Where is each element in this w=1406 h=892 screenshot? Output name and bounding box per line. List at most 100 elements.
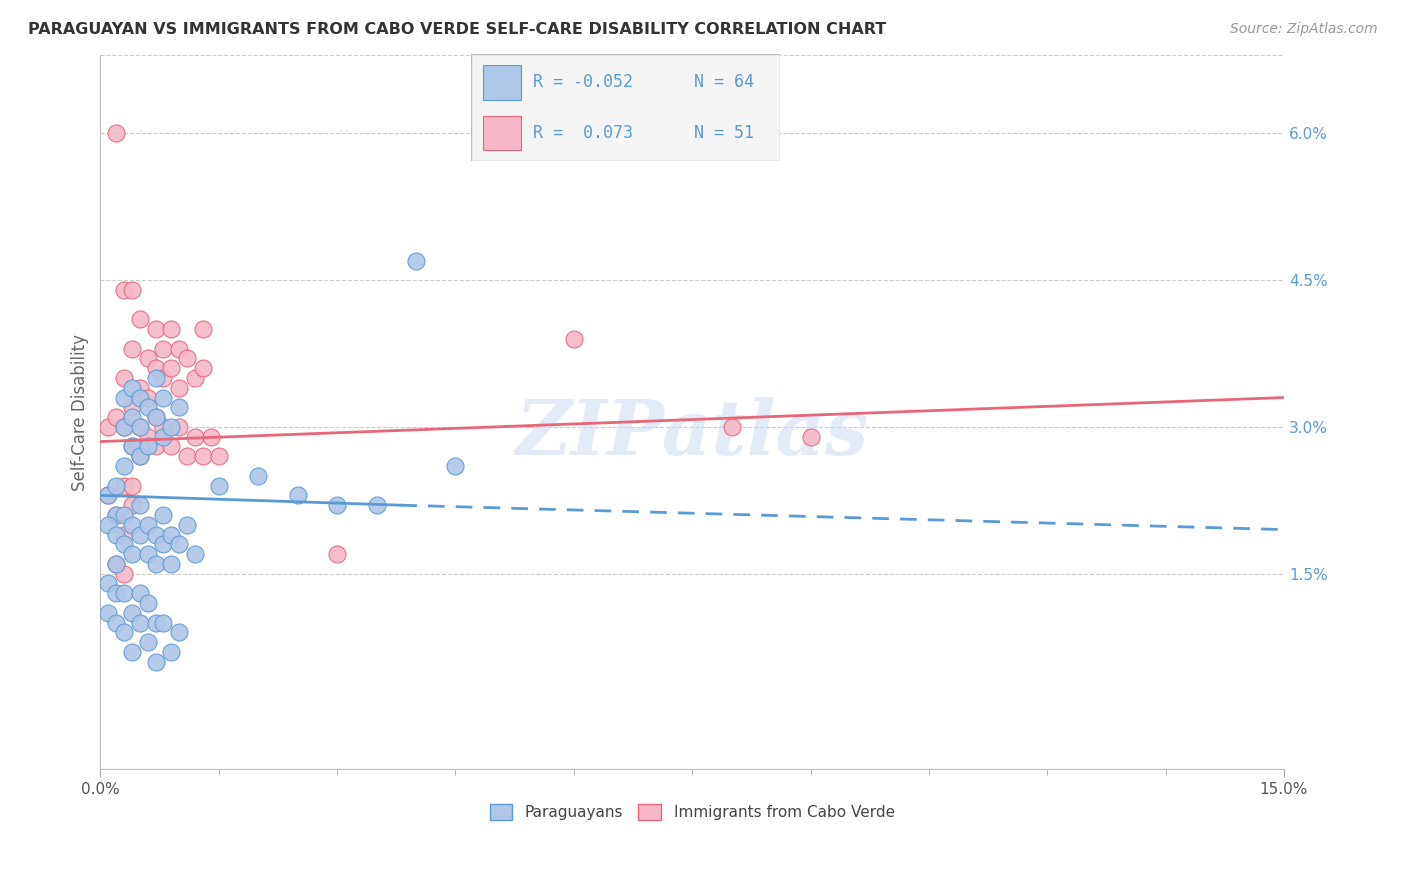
Point [136,517,159,532]
Point [152,391,174,405]
Text: R = -0.052: R = -0.052 [533,73,633,91]
Point [720,420,742,434]
Point [105,557,128,571]
Point [562,332,585,346]
Point [128,586,150,600]
Point [326,547,349,561]
Point [287,488,309,502]
Point [136,440,159,454]
Point [160,322,183,336]
Point [136,547,159,561]
Point [152,420,174,434]
Point [121,517,143,532]
Text: PARAGUAYAN VS IMMIGRANTS FROM CABO VERDE SELF-CARE DISABILITY CORRELATION CHART: PARAGUAYAN VS IMMIGRANTS FROM CABO VERDE… [28,22,886,37]
Point [145,361,167,376]
Point [176,351,198,366]
Point [145,557,167,571]
Point [128,391,150,405]
Point [128,420,150,434]
Point [167,625,190,640]
Point [326,498,349,512]
Point [105,615,128,630]
Point [136,430,159,444]
Point [208,478,231,492]
Point [191,322,214,336]
Point [160,440,183,454]
Point [105,478,128,492]
Point [136,596,159,610]
Point [152,430,174,444]
Point [121,645,143,659]
Point [112,586,135,600]
Point [121,342,143,356]
Point [112,283,135,297]
Point [128,449,150,463]
Point [112,625,135,640]
Point [405,253,427,268]
Point [136,391,159,405]
Point [136,635,159,649]
Point [145,527,167,541]
Point [112,508,135,522]
Point [128,420,150,434]
Point [176,517,198,532]
Point [167,401,190,415]
Point [128,381,150,395]
Point [145,440,167,454]
Point [97,420,120,434]
Text: R =  0.073: R = 0.073 [533,124,633,142]
Point [160,361,183,376]
Point [105,527,128,541]
Point [121,401,143,415]
Point [799,430,821,444]
Y-axis label: Self-Care Disability: Self-Care Disability [72,334,89,491]
Point [105,410,128,425]
Point [121,283,143,297]
Point [145,615,167,630]
Point [167,342,190,356]
Point [160,557,183,571]
Point [97,606,120,620]
Point [121,440,143,454]
Point [97,517,120,532]
Point [112,527,135,541]
Point [200,430,222,444]
Point [145,322,167,336]
Point [105,557,128,571]
Point [105,508,128,522]
Point [152,615,174,630]
Text: N = 51: N = 51 [693,124,754,142]
Point [191,449,214,463]
FancyBboxPatch shape [484,116,520,150]
Point [184,547,207,561]
Point [105,508,128,522]
Point [121,440,143,454]
Point [105,586,128,600]
Point [167,381,190,395]
Point [208,449,231,463]
Point [184,430,207,444]
Point [160,527,183,541]
Point [145,371,167,385]
Point [366,498,388,512]
Point [128,312,150,326]
Text: N = 64: N = 64 [693,73,754,91]
Legend: Paraguayans, Immigrants from Cabo Verde: Paraguayans, Immigrants from Cabo Verde [484,797,901,826]
Point [121,410,143,425]
Point [160,420,183,434]
Point [152,371,174,385]
Point [145,410,167,425]
Point [145,655,167,669]
Point [97,576,120,591]
Point [112,566,135,581]
Point [128,527,150,541]
Point [112,420,135,434]
Point [112,391,135,405]
Text: ZIPatlas: ZIPatlas [516,397,869,471]
Point [105,127,128,141]
Point [121,381,143,395]
Point [112,478,135,492]
Point [97,488,120,502]
Point [176,449,198,463]
Point [136,401,159,415]
